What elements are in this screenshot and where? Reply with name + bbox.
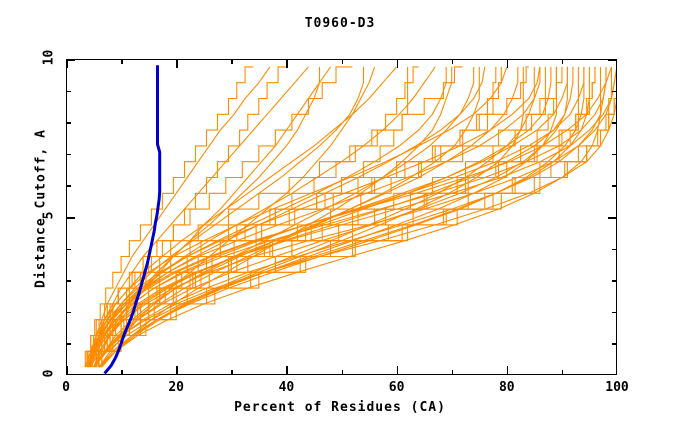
series-line [94, 66, 480, 368]
series-line [87, 66, 271, 368]
y-tick-right [612, 153, 617, 156]
y-tick-right [612, 343, 617, 345]
x-tick-bottom [451, 370, 454, 375]
y-tick-left [66, 343, 71, 345]
y-tick-right [612, 248, 617, 251]
highlight-series-group [103, 65, 162, 375]
x-tick-top [506, 59, 509, 68]
series-line [90, 66, 502, 368]
x-tick-top [451, 59, 454, 64]
series-line [91, 66, 596, 368]
y-tick-left [66, 122, 71, 124]
series-line [93, 66, 590, 368]
x-tick-top [121, 59, 123, 64]
y-tick-label: 0 [41, 369, 57, 378]
y-tick-left [66, 90, 71, 93]
series-line [101, 66, 617, 368]
y-tick-left [66, 153, 71, 156]
y-tick-left [66, 185, 71, 187]
series-line [93, 66, 617, 368]
y-tick-left [66, 59, 75, 61]
x-tick-top [66, 59, 68, 68]
plot-frame [66, 59, 617, 375]
y-tick-right [612, 90, 617, 93]
series-line [95, 66, 557, 368]
y-tick-right [612, 122, 617, 124]
y-tick-right [612, 280, 617, 282]
x-tick-top [231, 59, 233, 64]
series-line [98, 66, 602, 368]
series-line [86, 66, 254, 368]
series-line [88, 66, 365, 368]
x-tick-top [176, 59, 178, 68]
y-tick-left [66, 248, 71, 251]
y-tick-left [66, 217, 75, 219]
x-tick-label: 20 [168, 380, 185, 395]
chart-canvas [84, 65, 617, 375]
y-tick-right [608, 373, 617, 375]
x-tick-label: 100 [605, 380, 629, 395]
x-tick-top [286, 59, 288, 68]
x-tick-bottom [286, 366, 288, 375]
x-tick-bottom [66, 366, 68, 375]
series-line [101, 66, 453, 368]
x-tick-bottom [615, 366, 617, 375]
x-tick-bottom [121, 370, 123, 375]
series-line [90, 66, 436, 368]
series-line [93, 66, 331, 368]
y-tick-label: 10 [41, 49, 57, 66]
x-tick-top [615, 59, 617, 68]
x-tick-bottom [561, 370, 564, 375]
x-tick-label: 40 [278, 380, 295, 395]
x-tick-top [561, 59, 564, 64]
y-axis-label: Distance Cutoff, A [33, 129, 49, 288]
x-tick-bottom [176, 366, 178, 375]
series-line [88, 66, 568, 368]
chart-title: T0960-D3 [304, 16, 376, 31]
highlight-series-line [103, 65, 162, 375]
x-axis-label: Percent of Residues (CA) [234, 400, 446, 415]
series-line [90, 66, 552, 368]
x-tick-top [396, 59, 399, 68]
y-tick-right [612, 311, 617, 314]
series-line [99, 66, 524, 368]
x-tick-bottom [341, 370, 343, 375]
series-line [95, 66, 419, 368]
series-line [87, 66, 309, 368]
series-line [97, 66, 409, 368]
y-tick-left [66, 311, 71, 314]
series-line [93, 66, 321, 368]
series-group [84, 66, 617, 368]
series-line [98, 66, 585, 368]
y-tick-right [612, 185, 617, 187]
x-tick-label: 60 [388, 380, 405, 395]
x-tick-bottom [396, 366, 399, 375]
y-tick-left [66, 280, 71, 282]
x-tick-label: 0 [62, 380, 70, 395]
series-line [87, 66, 398, 368]
y-tick-left [66, 373, 75, 375]
series-line [94, 66, 607, 368]
x-tick-bottom [506, 366, 509, 375]
plot-area [66, 59, 617, 375]
x-tick-top [341, 59, 343, 64]
y-tick-right [608, 217, 617, 219]
y-tick-right [608, 59, 617, 61]
x-tick-bottom [231, 370, 233, 375]
x-tick-label: 80 [498, 380, 515, 395]
